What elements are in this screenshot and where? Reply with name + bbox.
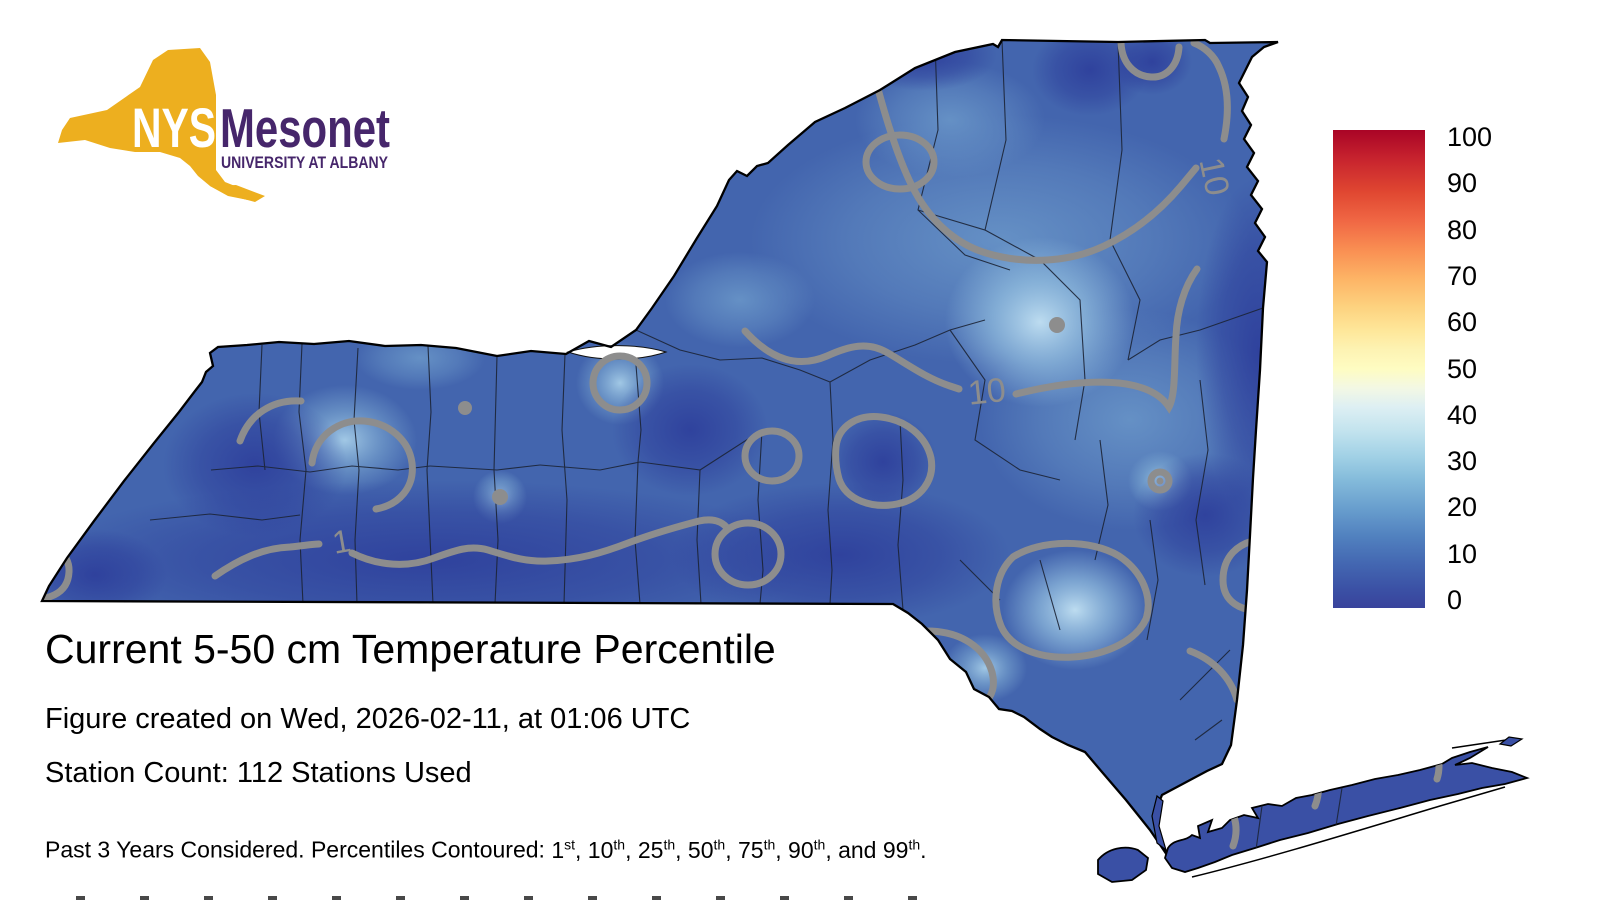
colorbar-tick-label: 20: [1447, 492, 1478, 523]
manhattan: [1151, 794, 1168, 852]
contour-label: 10: [966, 371, 1008, 413]
logo-mesonet-text: Mesonet: [220, 97, 390, 159]
colorbar-tick-label: 90: [1447, 168, 1478, 199]
colorbar-tick-label: 100: [1447, 122, 1493, 152]
logo-tagline-text: UNIVERSITY AT ALBANY: [221, 153, 389, 172]
contour-lines: [42, 40, 1267, 711]
footnote: Past 3 Years Considered. Percentiles Con…: [45, 836, 927, 864]
clipped-text-artifact: [76, 896, 964, 900]
colorbar-tick-label: 60: [1447, 307, 1478, 338]
figure-title: Current 5-50 cm Temperature Percentile: [45, 626, 776, 672]
fishers-island: [1498, 736, 1524, 747]
footnote-ordinals: 1st, 10th, 25th, 50th, 75th, 90th, and 9…: [551, 836, 927, 863]
created-timestamp-line: Figure created on Wed, 2026-02-11, at 01…: [45, 703, 691, 735]
barrier-islands: [1191, 739, 1507, 878]
colorbar-tick-label: 40: [1447, 399, 1478, 430]
contour-label: 10: [1191, 154, 1236, 199]
logo-long-island-tail: [210, 185, 265, 202]
colorbar-tick-label: 80: [1447, 214, 1478, 245]
logo-state-shape: [58, 48, 262, 200]
state-outline: [40, 38, 1279, 856]
county-borders: [149, 40, 1264, 741]
colorbar-tick-label: 0: [1447, 585, 1463, 615]
oneida-lake: [566, 345, 668, 360]
colorbar-tick-label: 30: [1447, 446, 1478, 477]
contour-label: 1: [330, 522, 354, 561]
percentile-field: [42, 40, 1278, 702]
logo-nys-text: NYS: [132, 96, 216, 159]
colorbar-tick-label: 10: [1447, 538, 1478, 569]
footnote-prefix: Past 3 Years Considered. Percentiles Con…: [45, 836, 552, 863]
colorbar-gradient: [1333, 130, 1425, 608]
station-count-line: Station Count: 112 Stations Used: [45, 757, 472, 789]
nys-mesonet-logo: NYS Mesonet UNIVERSITY AT ALBANY: [58, 48, 390, 202]
colorbar-tick-label: 50: [1447, 353, 1478, 384]
station-dots: [458, 317, 1164, 505]
colorbar-tick-label: 70: [1447, 260, 1478, 291]
staten-island: [1097, 846, 1149, 883]
colorbar-ticks: 100 90 80 70 60 50 40 30 20 10 0: [1447, 122, 1527, 615]
